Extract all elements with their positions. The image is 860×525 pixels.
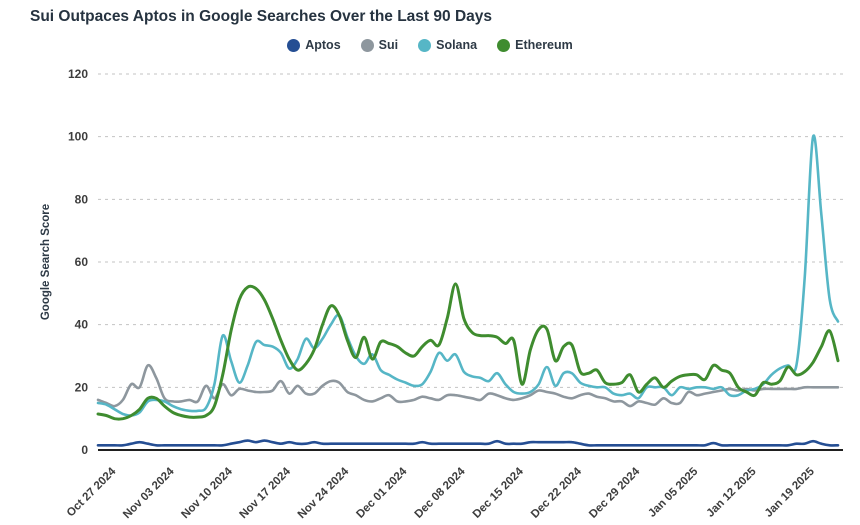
series-line-sui [96, 363, 840, 408]
series-line-ethereum [96, 282, 840, 421]
y-tick-label-80: 80 [75, 192, 89, 206]
x-tick-label: Nov 10 2024 [179, 465, 235, 521]
x-tick-label: Oct 27 2024 [65, 465, 119, 519]
x-tick-label: Dec 22 2024 [529, 465, 584, 520]
x-tick-label: Dec 15 2024 [471, 465, 526, 520]
legend-item-sui[interactable]: Sui [360, 38, 399, 52]
y-tick-label-120: 120 [68, 67, 88, 81]
y-tick-label-20: 20 [75, 380, 89, 394]
x-tick-label: Dec 29 2024 [587, 465, 642, 520]
y-tick-label-100: 100 [68, 130, 88, 144]
chart-title: Sui Outpaces Aptos in Google Searches Ov… [30, 8, 492, 25]
legend-item-aptos[interactable]: Aptos [287, 38, 341, 52]
legend-item-ethereum[interactable]: Ethereum [497, 38, 573, 52]
y-tick-label-0: 0 [81, 443, 88, 457]
x-tick-label: Nov 24 2024 [296, 465, 352, 521]
legend-dot-aptos-icon [287, 38, 301, 52]
x-tick-label: Nov 03 2024 [121, 465, 177, 521]
x-tick-label: Jan 19 2025 [763, 465, 818, 520]
legend-dot-solana-icon [418, 38, 432, 52]
legend-item-solana[interactable]: Solana [418, 38, 477, 52]
y-tick-label-60: 60 [75, 255, 89, 269]
series-line-aptos [96, 439, 840, 447]
legend-label-sui: Sui [378, 38, 399, 52]
x-tick-label: Dec 01 2024 [354, 465, 409, 520]
series-line-solana [96, 134, 840, 417]
legend-label-solana: Solana [436, 38, 478, 52]
chart-legend: Aptos Sui Solana Ethereum [0, 38, 860, 52]
legend-dot-sui-icon [360, 38, 374, 52]
legend-label-ethereum: Ethereum [515, 38, 573, 52]
y-tick-label-40: 40 [75, 318, 89, 332]
legend-label-aptos: Aptos [305, 38, 341, 52]
x-tick-label: Nov 17 2024 [238, 465, 294, 521]
x-tick-label: Jan 12 2025 [705, 465, 760, 520]
x-tick-label: Dec 08 2024 [413, 465, 468, 520]
y-axis-title: Google Search Score [40, 204, 52, 320]
x-tick-label: Jan 05 2025 [646, 465, 701, 520]
legend-dot-ethereum-icon [497, 38, 511, 52]
